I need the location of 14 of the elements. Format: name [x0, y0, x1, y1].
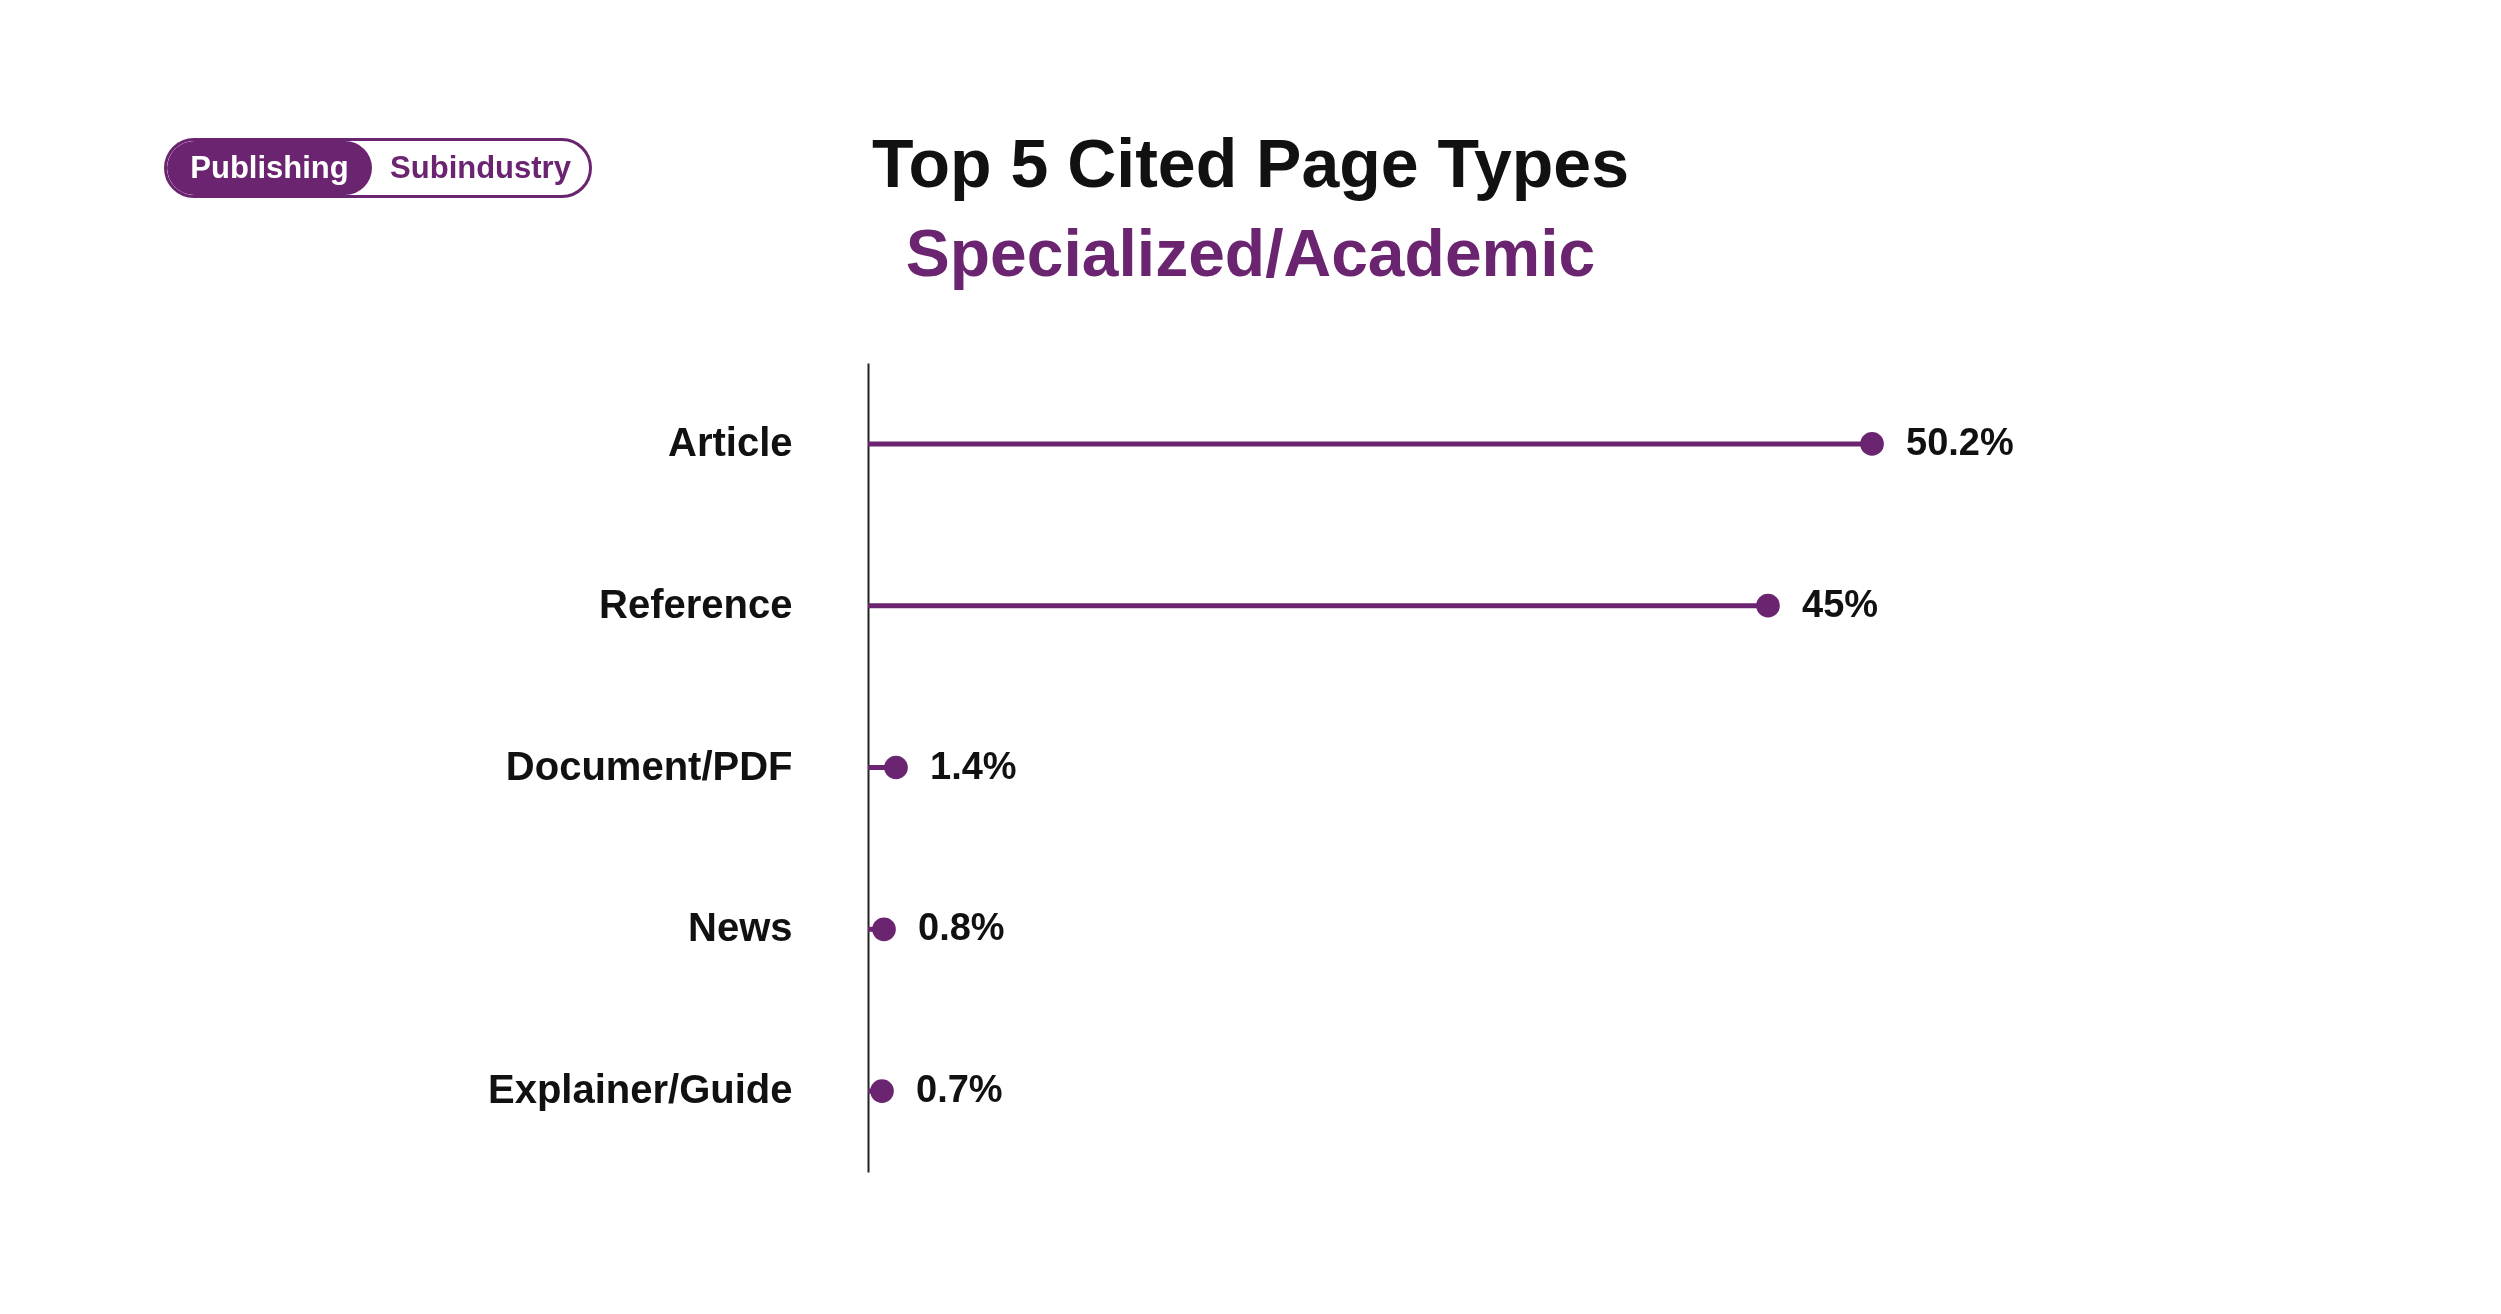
text: Publishing [167, 141, 372, 195]
y-tick-label: Document/PDF [505, 743, 793, 788]
chart-title: Top 5 Cited Page Types [872, 125, 1629, 201]
y-tick-label: Reference [599, 581, 793, 626]
y-tick-label: News [688, 905, 793, 950]
data-label: 0.7% [916, 1068, 1003, 1111]
data-label: 1.4% [930, 744, 1017, 787]
y-tick-label: Explainer/Guide [487, 1067, 793, 1112]
data-label: 0.8% [918, 906, 1005, 949]
data-label: 45% [1802, 582, 1879, 625]
chart-subtitle: Specialized/Academic [904, 215, 1597, 292]
y-tick-label: Article [668, 419, 793, 464]
data-label: 50.2% [1906, 420, 2014, 463]
text: Subindustry [389, 149, 572, 187]
